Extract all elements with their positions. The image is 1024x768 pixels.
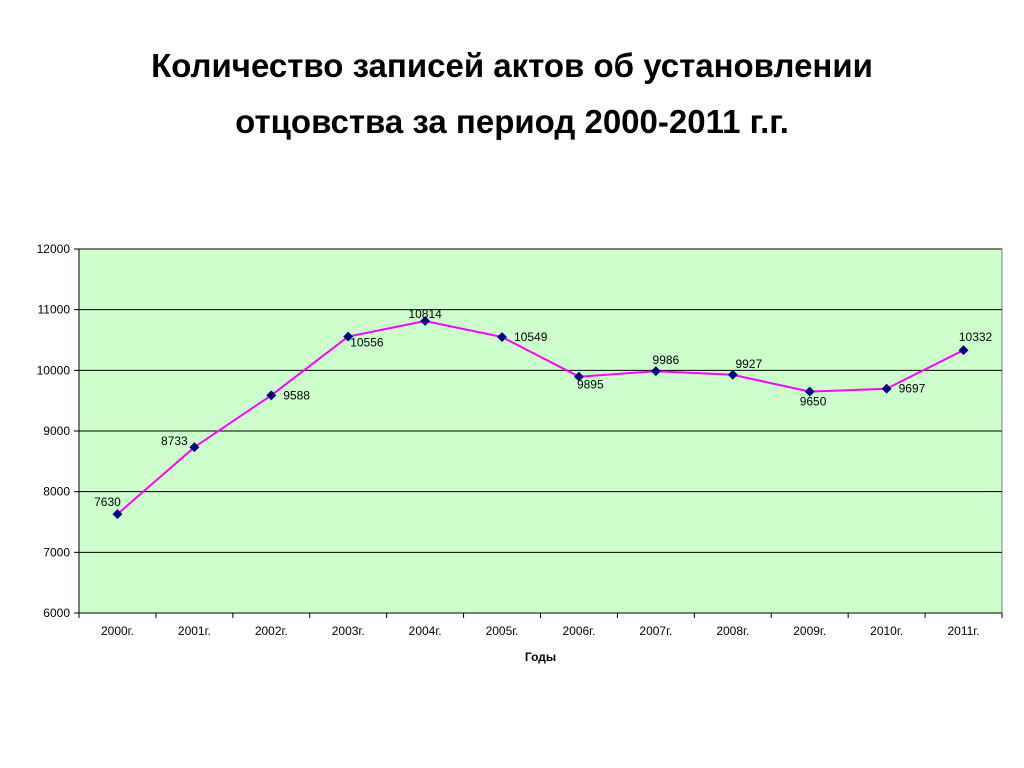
y-tick-label: 8000 <box>43 485 70 499</box>
data-point <box>420 316 431 326</box>
data-point <box>266 390 277 401</box>
y-tick-label: 7000 <box>43 545 70 559</box>
x-tick-label: 2003г. <box>332 624 365 638</box>
data-point <box>189 442 200 453</box>
x-axis-ticks: 2000г. 2001г. 2002г. 2003г. 2004г. 2005г. 2006… <box>78 613 1003 638</box>
x-tick-label: 2005г. <box>486 624 519 638</box>
x-tick-label: 2006г. <box>562 624 595 638</box>
y-tick-label: 12000 <box>37 242 71 256</box>
gridlines <box>79 248 1002 553</box>
data-label: 9697 <box>899 382 926 396</box>
data-label: 10814 <box>408 307 442 321</box>
x-tick-label: 2008г. <box>716 624 749 638</box>
data-label: 7630 <box>94 495 121 509</box>
data-label: 8733 <box>161 434 188 448</box>
x-tick-label: 2011г. <box>948 624 980 638</box>
series-line <box>116 319 964 515</box>
y-tick-label: 11000 <box>38 303 71 317</box>
chart-title-line-2: отцовства за период 2000-2011 г.г. <box>235 103 789 140</box>
data-labels: 7630 8733 9588 10556 10814 10549 9895 9986 9927 9… <box>94 307 992 509</box>
data-label: 9986 <box>653 353 680 367</box>
data-label: 9927 <box>735 357 762 371</box>
data-label: 9895 <box>577 378 604 392</box>
x-tick-label: 2004г. <box>409 624 442 638</box>
series <box>112 316 969 520</box>
x-tick-label: 2002г. <box>255 624 288 638</box>
y-axis-ticks: 6000 7000 8000 9000 10000 11000 12000 <box>37 242 79 620</box>
data-point <box>804 386 815 397</box>
x-tick-label: 2000г. <box>101 624 134 638</box>
x-tick-label: 2001г. <box>178 624 211 638</box>
data-point <box>958 345 969 356</box>
data-point <box>881 383 892 394</box>
data-point <box>343 331 354 342</box>
y-tick-label: 10000 <box>37 363 71 377</box>
y-tick-label: 9000 <box>43 424 70 438</box>
data-label: 10556 <box>350 336 384 350</box>
x-axis-title: Годы <box>525 650 556 664</box>
data-point <box>650 366 661 377</box>
data-point <box>574 371 584 382</box>
chart-title: Количество записей актов об установлении… <box>0 38 1024 150</box>
x-tick-label: 2007г. <box>639 624 672 638</box>
data-label: 9650 <box>800 395 827 409</box>
data-label: 9588 <box>283 388 310 402</box>
x-tick-label: 2010г. <box>870 624 903 638</box>
chart-title-line-1: Количество записей актов об установлении <box>151 47 873 84</box>
data-point <box>727 369 738 380</box>
data-label: 10332 <box>959 330 993 344</box>
data-label: 10549 <box>514 330 548 344</box>
x-tick-label: 2009г. <box>793 624 826 638</box>
y-tick-label: 6000 <box>43 606 70 620</box>
data-point <box>497 332 507 342</box>
